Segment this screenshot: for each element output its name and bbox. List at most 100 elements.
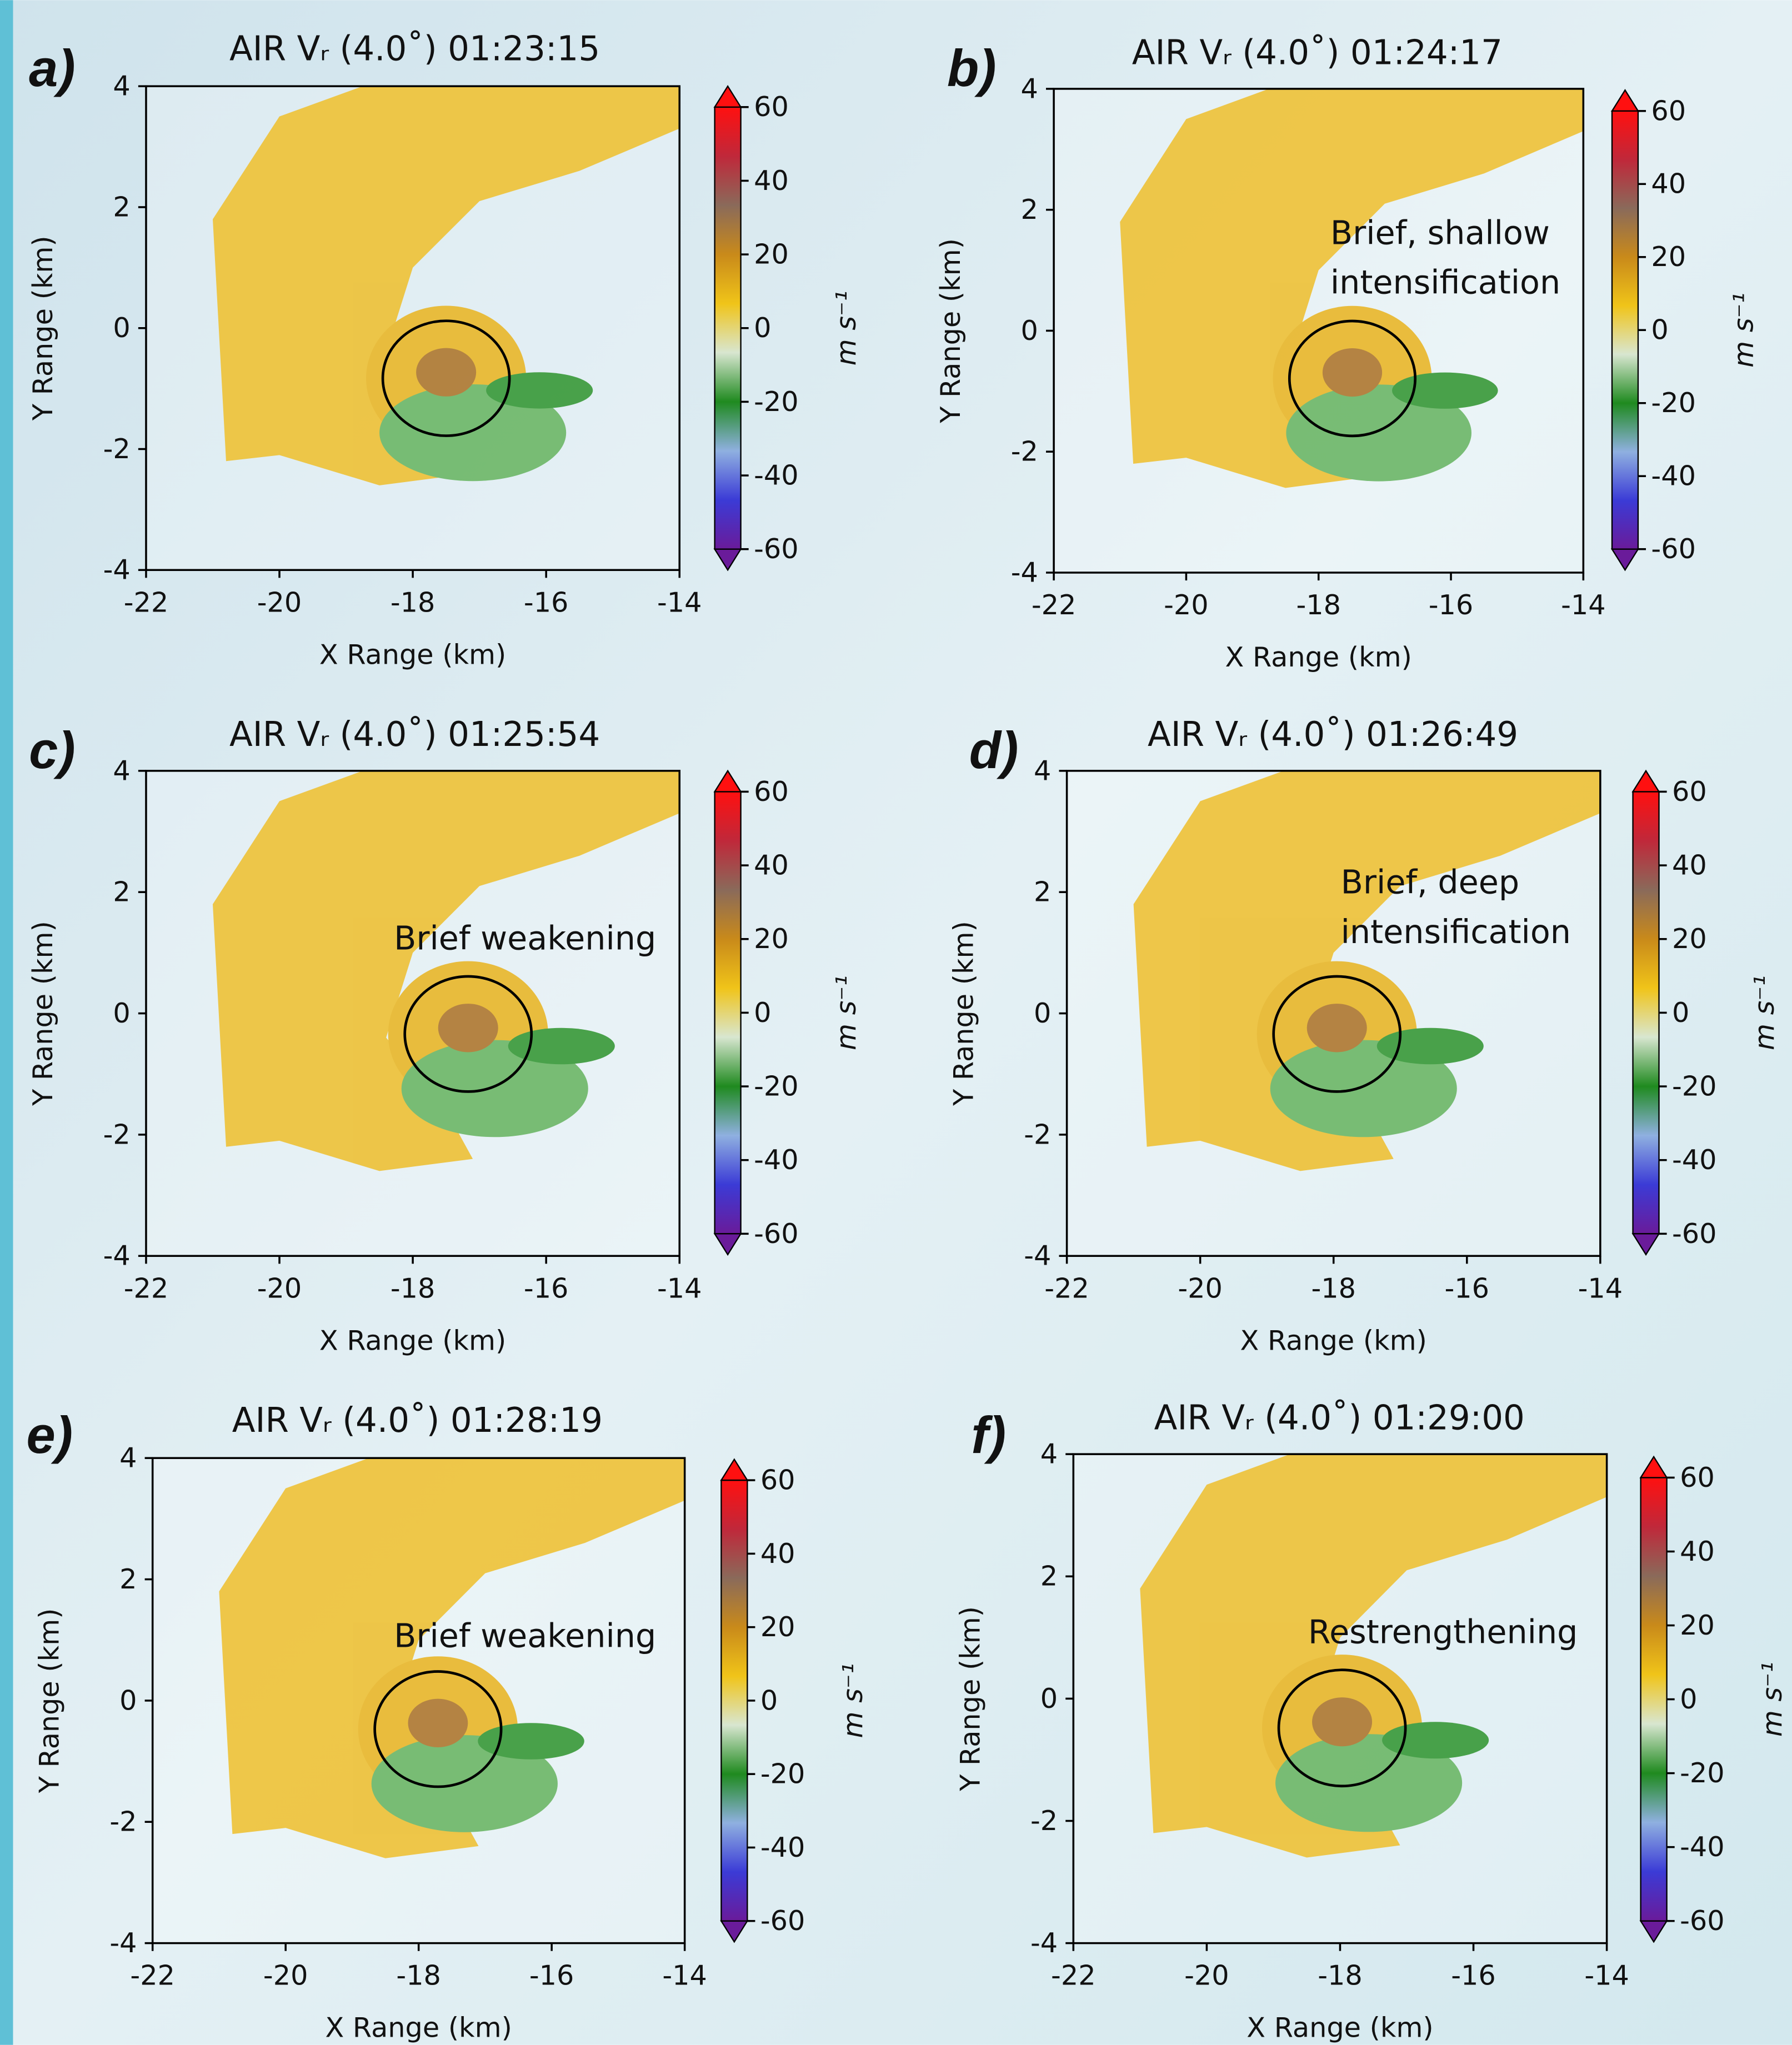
- y-tick-label: -4: [1024, 1240, 1051, 1272]
- y-tick-label: 2: [1040, 1560, 1058, 1592]
- x-tick-label: -18: [396, 1959, 441, 1992]
- x-tick-label: -22: [1032, 589, 1077, 621]
- colorbar-tick-label: 60: [1680, 1461, 1715, 1493]
- chart-title: AIR Vᵣ (4.0˚) 01:25:54: [229, 715, 600, 754]
- colorbar-tick-label: -40: [760, 1831, 805, 1863]
- colorbar-tick-label: 60: [1651, 94, 1686, 127]
- x-tick-label: -20: [257, 1272, 302, 1304]
- x-tick-label: -16: [1445, 1272, 1490, 1304]
- colorbar-tick-label: -20: [760, 1758, 805, 1790]
- panel-label: a): [29, 39, 76, 97]
- y-tick-label: -2: [1011, 435, 1038, 468]
- x-tick-label: -20: [1164, 589, 1209, 621]
- chart-title: AIR Vᵣ (4.0˚) 01:23:15: [229, 29, 600, 68]
- y-tick-label: 0: [113, 312, 130, 344]
- colorbar-extend-top: [713, 85, 742, 108]
- radar-region: [1312, 1697, 1373, 1747]
- radar-region: [1376, 1027, 1484, 1065]
- colorbar-extend-top: [1639, 1455, 1668, 1478]
- y-tick-label: 0: [113, 997, 130, 1029]
- colorbar-tick-label: 40: [1651, 168, 1686, 200]
- x-tick-label: -22: [130, 1959, 175, 1992]
- radar-region: [1120, 88, 1584, 488]
- colorbar-tick-label: 60: [1672, 775, 1707, 808]
- circle-annotation: [1288, 319, 1417, 438]
- colorbar-tick-label: -20: [754, 385, 799, 418]
- circle-annotation: [1277, 1668, 1407, 1788]
- radar-region: [379, 384, 567, 482]
- x-tick-label: -18: [1318, 1959, 1363, 1992]
- colorbar-extend-bottom: [1639, 1920, 1668, 1943]
- colorbar-tick-label: 0: [760, 1684, 778, 1716]
- colorbar-extend-top: [1610, 89, 1640, 112]
- x-tick-label: -22: [124, 1272, 169, 1304]
- circle-annotation: [381, 319, 511, 437]
- y-tick-label: 4: [1040, 1438, 1058, 1470]
- y-tick-label: -4: [103, 1240, 131, 1272]
- colorbar-tick-label: -20: [1672, 1070, 1717, 1102]
- colorbar-tick-label: 40: [1680, 1535, 1715, 1567]
- x-tick-label: -22: [1044, 1272, 1089, 1304]
- radar-field: [219, 1458, 685, 1858]
- x-tick-label: -20: [1178, 1272, 1223, 1304]
- y-tick-label: -4: [1011, 556, 1038, 588]
- x-tick-label: -22: [1051, 1959, 1096, 1992]
- x-tick-label: -14: [662, 1959, 707, 1992]
- x-tick-label: -20: [1184, 1959, 1229, 1992]
- radar-region: [486, 372, 593, 409]
- colorbar-label: m s⁻¹: [1728, 293, 1760, 368]
- colorbar-tick-label: 40: [754, 164, 789, 197]
- panel-label: b): [947, 39, 997, 97]
- radar-region: [438, 1004, 498, 1052]
- y-tick-label: 4: [1021, 72, 1038, 104]
- annotation: Brief, shallow: [1330, 214, 1550, 252]
- colorbar-tick-label: 40: [1672, 849, 1707, 881]
- x-tick-label: -14: [1584, 1959, 1629, 1992]
- colorbar-tick-label: 20: [754, 923, 789, 955]
- x-tick-label: -16: [524, 1272, 569, 1304]
- x-axis-label: X Range (km): [1247, 2012, 1433, 2044]
- colorbar-tick-label: -40: [754, 1144, 799, 1176]
- y-tick-label: 4: [119, 1442, 137, 1474]
- y-tick-label: -4: [1030, 1927, 1058, 1959]
- y-tick-label: -4: [103, 554, 131, 586]
- radar-region: [1391, 372, 1498, 409]
- y-tick-label: 0: [1034, 997, 1051, 1029]
- colorbar: [714, 106, 742, 550]
- radar-region: [219, 1458, 685, 1858]
- y-axis-label: Y Range (km): [934, 238, 967, 424]
- y-tick-label: 0: [1021, 314, 1038, 347]
- y-axis-label: Y Range (km): [27, 235, 59, 421]
- colorbar-extend-bottom: [720, 1920, 749, 1943]
- annotation: Restrengthening: [1308, 1613, 1578, 1651]
- colorbar-tick-label: 20: [760, 1611, 795, 1643]
- colorbar-label: m s⁻¹: [830, 975, 862, 1050]
- x-tick-label: -16: [1429, 589, 1474, 621]
- colorbar-tick-label: 0: [1672, 996, 1689, 1029]
- chart-title: AIR Vᵣ (4.0˚) 01:29:00: [1154, 1399, 1525, 1438]
- colorbar-extend-top: [720, 1458, 749, 1481]
- x-tick-label: -18: [391, 1272, 436, 1304]
- x-tick-label: -18: [391, 586, 436, 618]
- colorbar-tick-label: -20: [1651, 387, 1696, 419]
- colorbar-tick-label: 20: [1680, 1609, 1715, 1641]
- colorbar-tick-label: 20: [1672, 923, 1707, 955]
- panel-label: f): [971, 1406, 1006, 1464]
- colorbar: [1632, 791, 1660, 1235]
- colorbar-extend-top: [1631, 769, 1660, 793]
- colorbar-tick-label: -40: [754, 459, 799, 491]
- annotation: Brief, deep: [1341, 864, 1520, 901]
- colorbar-extend-bottom: [713, 548, 742, 572]
- annotation: Brief weakening: [394, 920, 656, 958]
- y-tick-label: 4: [1034, 754, 1051, 786]
- circle-annotation: [403, 975, 533, 1093]
- colorbar-tick-label: -60: [1672, 1217, 1717, 1250]
- annotation: intensification: [1341, 913, 1571, 951]
- edge-band: [0, 0, 13, 2045]
- colorbar-tick-label: -20: [1680, 1757, 1725, 1789]
- colorbar-tick-label: 60: [760, 1464, 795, 1496]
